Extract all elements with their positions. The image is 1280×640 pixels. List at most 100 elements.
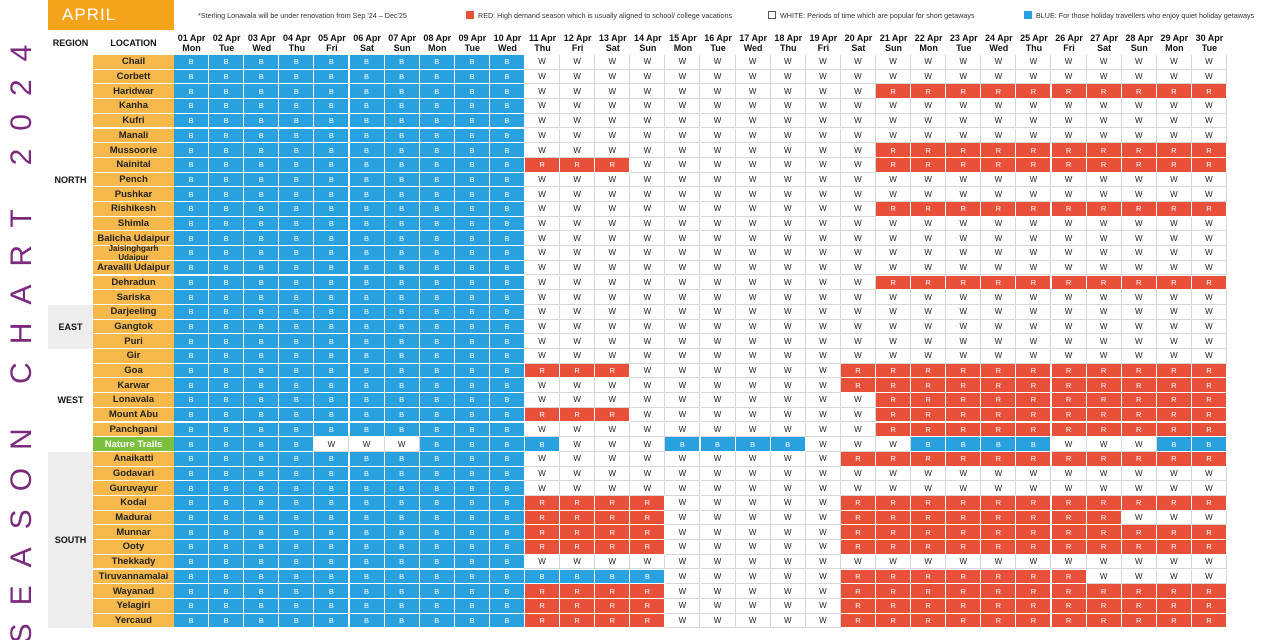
- status-cell: W: [770, 554, 806, 570]
- status-cell: W: [560, 99, 596, 114]
- status-cell: W: [1086, 260, 1122, 276]
- status-cell: B: [384, 84, 420, 100]
- white-swatch-icon: [768, 11, 776, 19]
- status-cell: W: [911, 481, 947, 496]
- status-cell: B: [174, 187, 210, 202]
- status-cell: R: [981, 569, 1017, 585]
- region-label: NORTH: [54, 174, 87, 185]
- status-cell: R: [1121, 407, 1157, 423]
- status-cell: W: [770, 334, 806, 349]
- status-cell: W: [1051, 69, 1087, 85]
- status-cell: W: [595, 260, 631, 276]
- status-cell: R: [876, 613, 912, 629]
- status-cell: W: [1016, 128, 1052, 144]
- status-cell: B: [209, 216, 245, 232]
- status-cell: B: [454, 378, 490, 394]
- status-cell: W: [630, 99, 666, 114]
- status-cell: R: [1121, 202, 1157, 217]
- status-cell: W: [770, 466, 806, 482]
- status-cell: W: [1086, 246, 1122, 261]
- status-cell: W: [560, 422, 596, 438]
- status-cell: B: [419, 422, 455, 438]
- status-cell: W: [525, 55, 561, 70]
- status-cell: B: [209, 99, 245, 114]
- status-cell: B: [279, 55, 315, 70]
- status-cell: W: [700, 187, 736, 202]
- status-cell: W: [700, 202, 736, 217]
- status-cell: W: [735, 260, 771, 276]
- status-cell: W: [1121, 128, 1157, 144]
- status-cell: B: [419, 99, 455, 114]
- status-cell: W: [1051, 290, 1087, 305]
- status-cell: B: [279, 113, 315, 129]
- status-cell: W: [665, 84, 701, 100]
- status-cell: W: [595, 290, 631, 305]
- status-cell: R: [525, 510, 561, 526]
- status-cell: R: [1121, 422, 1157, 438]
- status-cell: W: [840, 128, 876, 144]
- status-cell: W: [595, 481, 631, 496]
- status-cell: B: [174, 69, 210, 85]
- status-cell: B: [419, 451, 455, 467]
- date-header: 30 Apr Tue: [1192, 30, 1227, 55]
- status-cell: W: [630, 260, 666, 276]
- status-cell: W: [595, 99, 631, 114]
- status-cell: W: [595, 202, 631, 217]
- status-cell: B: [279, 128, 315, 144]
- status-cell: B: [174, 246, 210, 261]
- date-label: 16 Apr: [704, 32, 732, 43]
- status-cell: W: [665, 69, 701, 85]
- status-cell: B: [419, 466, 455, 482]
- status-cell: B: [244, 525, 280, 541]
- weekday-label: Sun: [393, 42, 411, 53]
- status-cell: B: [279, 451, 315, 467]
- status-cell: W: [770, 290, 806, 305]
- status-cell: W: [1191, 466, 1227, 482]
- status-cell: W: [735, 569, 771, 585]
- status-cell: B: [384, 466, 420, 482]
- status-cell: W: [840, 69, 876, 85]
- status-cell: B: [279, 187, 315, 202]
- status-cell: W: [700, 290, 736, 305]
- status-cell: W: [700, 84, 736, 100]
- status-cell: W: [981, 99, 1017, 114]
- status-cell: W: [525, 451, 561, 467]
- status-cell: R: [525, 613, 561, 629]
- status-cell: R: [981, 275, 1017, 291]
- status-cell: B: [349, 598, 385, 614]
- status-cell: B: [174, 598, 210, 614]
- status-cell: R: [981, 407, 1017, 423]
- status-cell: W: [1156, 113, 1192, 129]
- status-cell: W: [1121, 290, 1157, 305]
- status-cell: B: [419, 349, 455, 364]
- status-cell: W: [770, 84, 806, 100]
- status-cell: B: [174, 378, 210, 394]
- date-label: 22 Apr: [914, 32, 943, 43]
- status-cell: W: [981, 319, 1017, 335]
- status-cell: W: [1016, 349, 1052, 364]
- status-cell: R: [911, 540, 947, 555]
- status-cell: W: [735, 378, 771, 394]
- status-cell: W: [1086, 437, 1122, 452]
- date-header: 28 Apr Sun: [1122, 30, 1157, 55]
- status-cell: B: [244, 613, 280, 629]
- status-cell: W: [770, 260, 806, 276]
- status-cell: B: [454, 496, 490, 511]
- status-cell: R: [1156, 378, 1192, 394]
- status-cell: B: [454, 202, 490, 217]
- status-cell: B: [384, 260, 420, 276]
- status-cell: W: [840, 143, 876, 158]
- status-cell: W: [560, 55, 596, 70]
- status-cell: B: [349, 69, 385, 85]
- status-cell: R: [1191, 451, 1227, 467]
- status-cell: W: [700, 407, 736, 423]
- status-cell: R: [1086, 451, 1122, 467]
- status-cell: B: [489, 84, 525, 100]
- status-cell: B: [384, 290, 420, 305]
- status-cell: B: [419, 569, 455, 585]
- location-label: Yelagiri: [93, 598, 174, 614]
- status-cell: W: [946, 128, 982, 144]
- status-cell: W: [700, 304, 736, 320]
- status-cell: W: [1156, 510, 1192, 526]
- status-cell: W: [805, 613, 841, 629]
